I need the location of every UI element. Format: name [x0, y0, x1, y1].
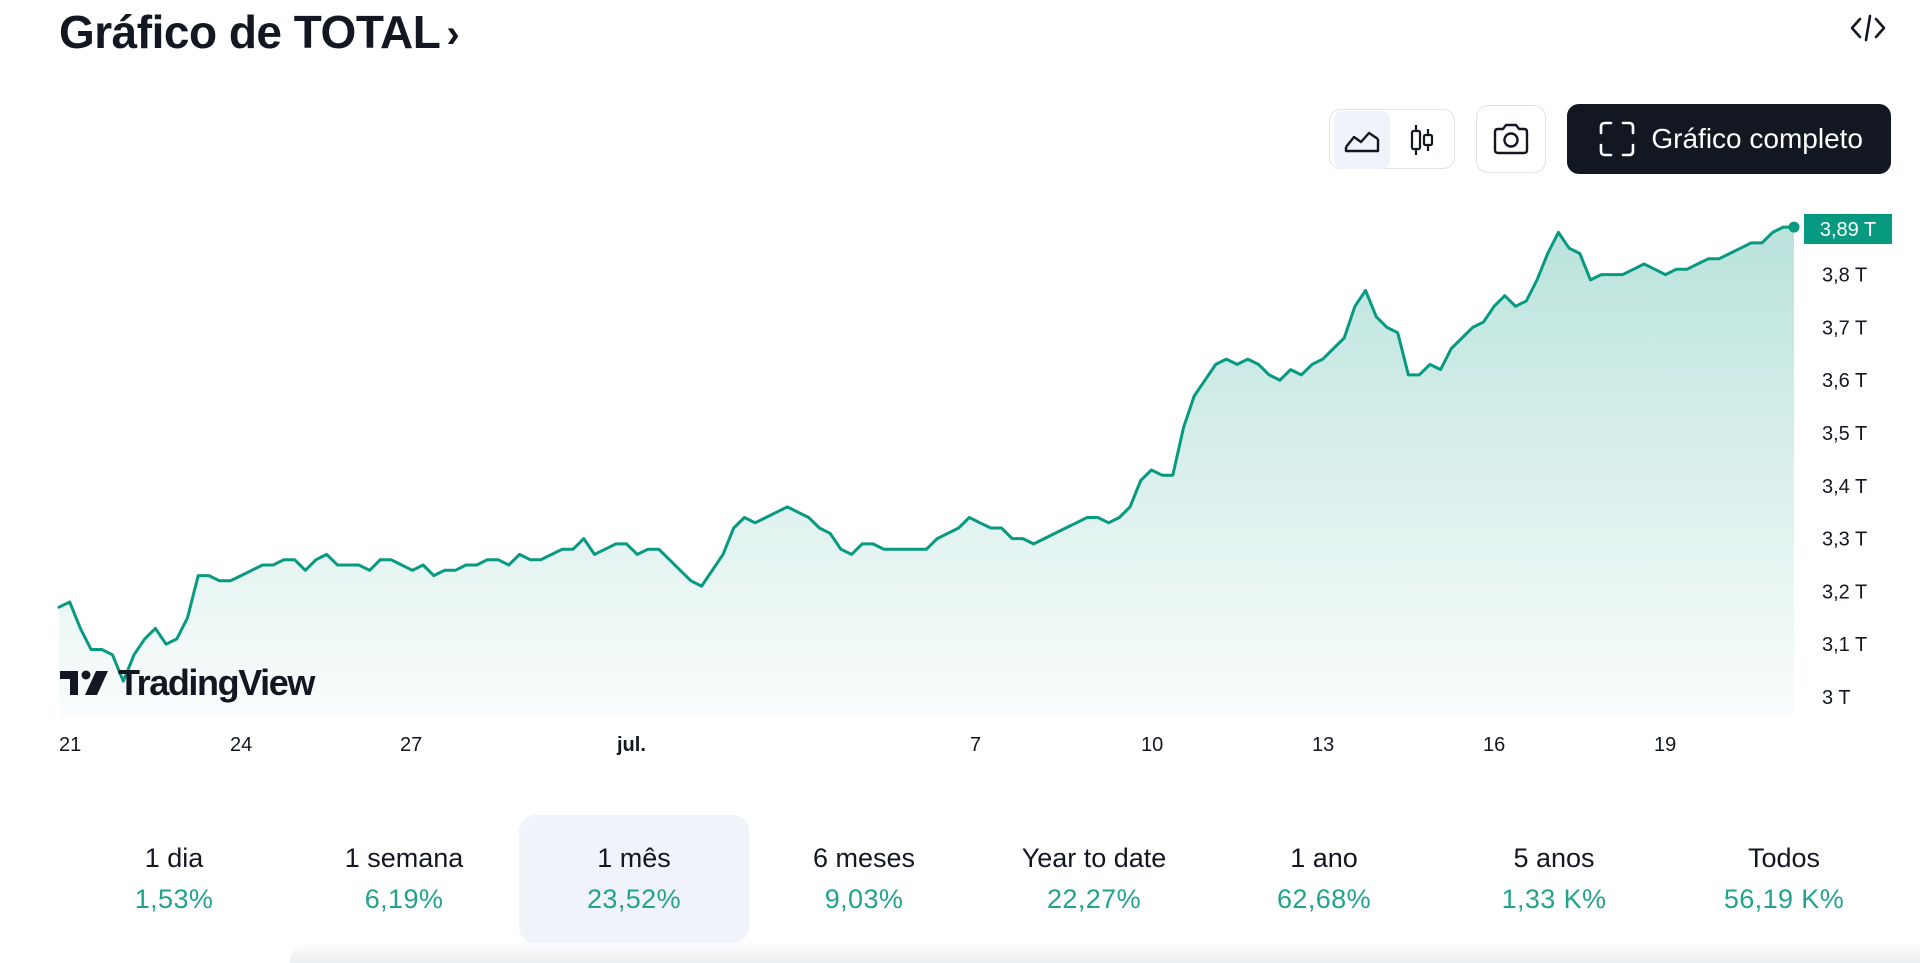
period-change: 62,68%: [1277, 884, 1371, 914]
x-tick-label: 7: [970, 734, 981, 756]
y-tick-label: 3,2 T: [1822, 581, 1867, 603]
y-axis: 3 T 3,1 T 3,2 T 3,3 T 3,4 T 3,5 T 3,6 T 3,7 T 3,…: [1822, 265, 1867, 709]
x-tick-label: 19: [1654, 734, 1676, 756]
camera-icon: [1494, 123, 1529, 155]
chart-toolbar: Gráfico completo: [1329, 104, 1891, 174]
y-tick-label: 3,8 T: [1822, 265, 1867, 287]
chart-type-switcher: [1329, 109, 1456, 169]
period-change: 1,53%: [134, 884, 214, 914]
embed-code-button[interactable]: [1846, 8, 1890, 48]
period-tab[interactable]: 1 mês 23,52%: [519, 815, 749, 943]
period-label: 1 dia: [144, 843, 204, 873]
period-label: 1 ano: [1290, 843, 1358, 873]
tradingview-watermark[interactable]: TradingView: [60, 662, 315, 704]
period-change: 9,03%: [824, 884, 904, 914]
watermark-text: TradingView: [118, 662, 315, 703]
x-tick-label: jul.: [616, 734, 646, 756]
candles-chart-button[interactable]: [1394, 111, 1450, 169]
period-change: 1,33 K%: [1501, 884, 1607, 914]
y-tick-label: 3 T: [1822, 687, 1851, 709]
period-tab[interactable]: 1 ano 62,68%: [1209, 815, 1439, 943]
x-tick-label: 27: [400, 734, 422, 756]
x-tick-label: 24: [230, 734, 252, 756]
y-tick-label: 3,4 T: [1822, 476, 1867, 498]
period-change: 22,27%: [1047, 884, 1141, 914]
price-line: [57, 225, 1796, 683]
period-selector: 1 dia 1,53% 1 semana 6,19% 1 mês 23,52% 6 mese…: [59, 815, 1899, 943]
area-chart-icon: [1345, 131, 1380, 153]
y-tick-label: 3,6 T: [1822, 370, 1867, 392]
period-change: 56,19 K%: [1723, 884, 1845, 914]
last-price-dot: [1788, 221, 1800, 233]
x-tick-label: 13: [1312, 734, 1334, 756]
period-tab[interactable]: 6 meses 9,03%: [749, 815, 979, 943]
period-label: Todos: [1747, 843, 1821, 873]
chart-header[interactable]: Gráfico de TOTAL ›: [59, 4, 460, 60]
code-icon: [1850, 14, 1886, 42]
last-price-badge-bg: [1804, 214, 1892, 244]
y-tick-label: 3,3 T: [1822, 529, 1867, 551]
y-tick-label: 3,5 T: [1822, 423, 1867, 445]
x-axis: 21 24 27 jul. 7 10 13 16 19: [59, 734, 1676, 756]
y-tick-label: 3,7 T: [1822, 317, 1867, 339]
area-chart-button[interactable]: [1334, 111, 1391, 169]
period-tab[interactable]: Year to date 22,27%: [979, 815, 1209, 943]
period-tab[interactable]: 5 anos 1,33 K%: [1439, 815, 1669, 943]
period-label: Year to date: [1021, 843, 1167, 873]
full-chart-button[interactable]: Gráfico completo: [1567, 104, 1891, 174]
period-label: 5 anos: [1513, 843, 1595, 873]
tradingview-logo-icon: [60, 670, 108, 695]
last-price-badge: 3,89 T: [1804, 214, 1892, 244]
period-label: 1 mês: [597, 843, 671, 873]
period-label: 6 meses: [812, 843, 916, 873]
snapshot-button[interactable]: [1476, 105, 1547, 173]
period-change: 23,52%: [587, 884, 681, 914]
y-tick-label: 3,1 T: [1822, 634, 1867, 656]
period-change: 6,19%: [364, 884, 444, 914]
x-tick-label: 10: [1141, 734, 1163, 756]
period-tab[interactable]: 1 semana 6,19%: [289, 815, 519, 943]
bottom-fade: [290, 941, 1920, 963]
price-chart[interactable]: 3 T 3,1 T 3,2 T 3,3 T 3,4 T 3,5 T 3,6 T 3,7 T 3,…: [0, 0, 1920, 780]
candles-icon: [1411, 125, 1434, 155]
period-tab[interactable]: 1 dia 1,53%: [59, 815, 289, 943]
x-tick-label: 16: [1483, 734, 1505, 756]
x-tick-label: 21: [59, 734, 81, 756]
price-area-fill: [59, 227, 1794, 718]
chevron-right-icon[interactable]: ›: [446, 11, 460, 56]
period-label: 1 semana: [344, 843, 464, 873]
page-title[interactable]: Gráfico de TOTAL: [59, 6, 441, 58]
expand-icon: [1600, 121, 1635, 157]
last-price-label: 3,89 T: [1820, 219, 1876, 241]
period-tab[interactable]: Todos 56,19 K%: [1669, 815, 1899, 943]
full-chart-label: Gráfico completo: [1651, 123, 1863, 154]
